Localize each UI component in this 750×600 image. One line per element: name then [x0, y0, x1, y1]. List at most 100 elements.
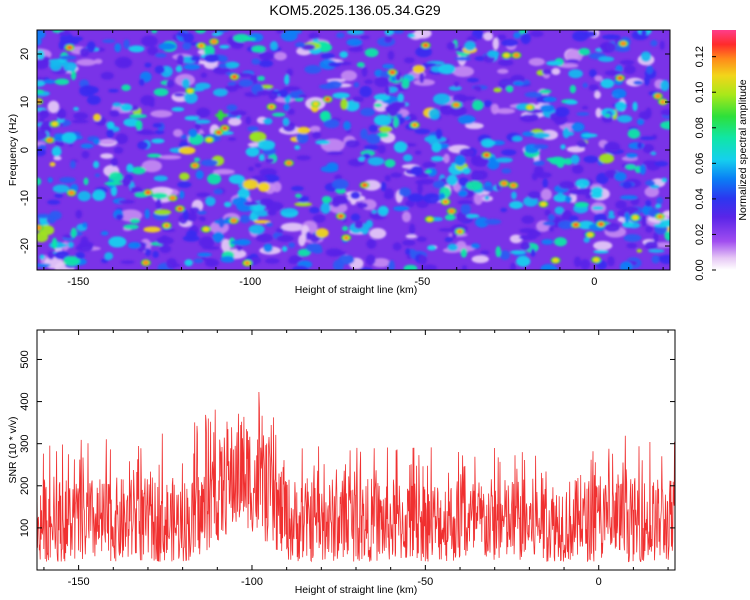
- heatmap-blob: [454, 56, 471, 61]
- heatmap-blob: [195, 30, 207, 34]
- x-tick-label: -100: [241, 576, 263, 588]
- heatmap-blob: [565, 195, 573, 203]
- heatmap-blob: [51, 237, 58, 250]
- heatmap-blob: [368, 124, 378, 133]
- colorbar-tick-label: 0.06: [694, 153, 706, 174]
- heatmap-blob: [495, 246, 501, 258]
- heatmap-blob: [553, 194, 568, 203]
- heatmap-blob: [583, 155, 599, 164]
- colorbar-tick-label: 0.12: [694, 46, 706, 67]
- heatmap-blob: [200, 217, 206, 222]
- heatmap-blob: [162, 228, 176, 233]
- heatmap-blob: [119, 59, 131, 66]
- y-tick-label: 300: [19, 435, 31, 453]
- heatmap-blob: [471, 155, 489, 167]
- heatmap-blob: [571, 164, 584, 175]
- heatmap-blob: [263, 243, 273, 253]
- heatmap-blob: [120, 103, 133, 112]
- heatmap-blob: [519, 228, 536, 234]
- heatmap-blob: [604, 70, 622, 76]
- heatmap-blob: [239, 214, 251, 224]
- heatmap-blob: [591, 206, 604, 211]
- heatmap-blob: [73, 112, 89, 120]
- heatmap-hotspot: [593, 257, 600, 263]
- heatmap-blob: [475, 170, 488, 180]
- heatmap-blob: [227, 137, 237, 141]
- heatmap-blob: [186, 212, 198, 222]
- heatmap-blob: [184, 115, 200, 121]
- heatmap-blob: [558, 181, 575, 190]
- heatmap-blob: [86, 95, 101, 105]
- heatmap-blob: [213, 88, 228, 97]
- heatmap-blob: [207, 173, 222, 185]
- heatmap-blob: [623, 64, 636, 75]
- heatmap-blob: [184, 259, 193, 267]
- heatmap-blob: [566, 59, 580, 63]
- heatmap-blob: [248, 166, 255, 172]
- heatmap-blob: [359, 85, 372, 98]
- heatmap-blob: [304, 65, 322, 74]
- heatmap-blob: [47, 177, 53, 183]
- heatmap-blob: [568, 189, 583, 195]
- heatmap-blob: [325, 248, 343, 257]
- heatmap-trough: [528, 57, 545, 66]
- heatmap-hotspot-core: [424, 44, 428, 47]
- heatmap-trough: [492, 37, 500, 50]
- heatmap-blob: [427, 245, 437, 251]
- heatmap-trough: [413, 79, 435, 86]
- heatmap-blob: [56, 108, 67, 120]
- heatmap-blob: [321, 195, 332, 204]
- heatmap-blob: [405, 248, 411, 256]
- heatmap-blob: [144, 248, 151, 257]
- heatmap-blob: [542, 221, 555, 226]
- heatmap-blob: [101, 258, 109, 264]
- heatmap-blob: [93, 160, 100, 169]
- heatmap-blob: [284, 74, 290, 86]
- heatmap-blob: [543, 96, 557, 103]
- heatmap-blob: [288, 255, 303, 263]
- heatmap-blob: [345, 139, 360, 148]
- heatmap-blob: [608, 210, 615, 216]
- y-tick-label: 10: [19, 96, 31, 108]
- heatmap-hotspot: [210, 39, 217, 44]
- heatmap-blob: [604, 113, 611, 118]
- heatmap-blob: [575, 178, 590, 189]
- heatmap-blob: [299, 195, 310, 200]
- heatmap-blob: [556, 158, 565, 168]
- heatmap-blob: [151, 30, 158, 34]
- x-tick-label: -150: [67, 276, 89, 288]
- heatmap-blob: [533, 144, 549, 150]
- heatmap-blob: [428, 108, 440, 120]
- heatmap-blob: [282, 117, 290, 126]
- heatmap-blob: [585, 193, 592, 199]
- y-tick-label: -10: [19, 190, 31, 206]
- colorbar-label: Normalized spectral amplitude: [737, 79, 749, 220]
- heatmap-blob: [127, 241, 141, 249]
- heatmap-blob: [236, 245, 243, 252]
- heatmap-blob: [405, 113, 417, 124]
- heatmap-blob: [153, 88, 169, 97]
- heatmap-blob: [276, 30, 285, 34]
- heatmap-blob: [183, 92, 198, 104]
- heatmap-hotspot-core: [443, 200, 448, 204]
- heatmap-blob: [121, 84, 131, 91]
- heatmap-hotspot: [426, 217, 433, 222]
- heatmap-blob: [645, 225, 653, 233]
- heatmap-blob: [37, 77, 46, 81]
- heatmap-blob: [619, 59, 635, 66]
- heatmap-blob: [58, 40, 65, 50]
- heatmap-blob: [151, 138, 165, 144]
- heatmap-blob: [265, 222, 273, 227]
- heatmap-hotspot-core: [661, 100, 665, 104]
- heatmap-blob: [382, 63, 395, 69]
- heatmap-blob: [603, 141, 621, 153]
- heatmap-blob: [484, 218, 502, 225]
- heatmap-blob: [104, 252, 114, 260]
- heatmap-blob: [156, 236, 174, 245]
- heatmap-blob: [354, 220, 364, 229]
- heatmap-hotspot-core: [599, 222, 603, 226]
- heatmap-blob: [81, 150, 90, 159]
- heatmap-blob: [193, 157, 201, 162]
- heatmap-blob: [457, 189, 468, 197]
- heatmap-blob: [294, 145, 301, 150]
